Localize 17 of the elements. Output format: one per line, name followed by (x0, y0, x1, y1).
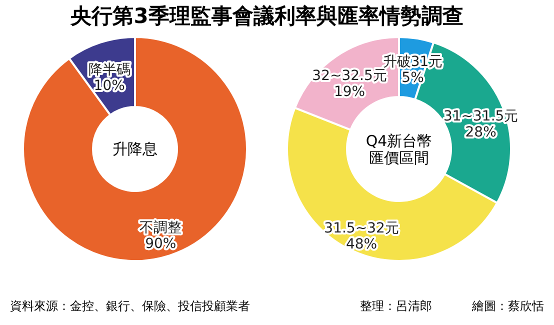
chart-title: 央行第3季理監事會議利率與匯率情勢調查 (70, 4, 464, 28)
data-label: 10% (94, 78, 125, 94)
slice-label: 不調整 (140, 220, 182, 236)
text: Q4新台幣匯價區間 (366, 132, 432, 167)
source-note: 資料來源：金控、銀行、保險、投信投顧業者 (10, 298, 251, 315)
slice-label: 31~31.5元 (443, 108, 518, 125)
donut-slice (22, 36, 248, 262)
data-label: 28% (465, 124, 496, 141)
slice-label: 降半碼 (88, 62, 130, 78)
text: 繪圖：蔡欣恬 (472, 298, 544, 315)
slice-label: 32~32.5元 (312, 68, 387, 84)
data-label: 48% (346, 236, 378, 253)
slice-label: 31.5~32元 (324, 220, 399, 237)
text: 升降息 (112, 140, 158, 158)
data-label: 19% (334, 84, 366, 100)
data-label: 90% (145, 236, 176, 252)
text: 整理：呂清郎 (360, 298, 432, 315)
